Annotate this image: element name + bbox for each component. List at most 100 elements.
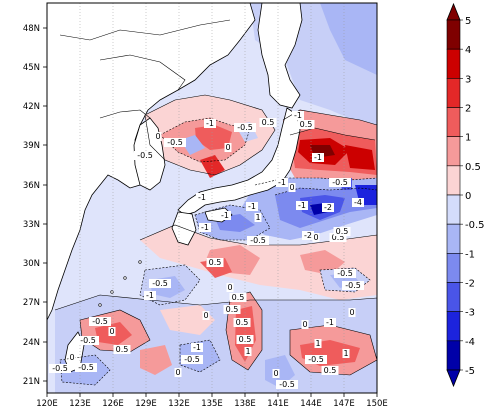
contour-label-bg bbox=[244, 347, 252, 356]
contour-label-bg bbox=[296, 201, 308, 210]
contour-label-group: -0.50-0.5-0.500.5-0.50-0.5-1 -0.500.5-10.… bbox=[49, 111, 364, 389]
contour-label: 0.5 bbox=[236, 318, 249, 327]
contour-label-bg bbox=[324, 318, 336, 327]
lat-tick-label: 33N bbox=[23, 220, 40, 230]
contour-label: 0 bbox=[302, 320, 307, 329]
colorbar-label: -3 bbox=[465, 308, 475, 319]
colorbar-label: -1 bbox=[465, 249, 475, 260]
contour-label-bg bbox=[229, 293, 247, 302]
contour-label-bg bbox=[224, 143, 232, 152]
contour-label-bg bbox=[236, 335, 254, 344]
colorbar-label: 4 bbox=[465, 45, 471, 56]
colorbar-label: -2 bbox=[465, 279, 475, 290]
colorbar-top-arrow bbox=[446, 2, 461, 21]
contour-label: 0.5 bbox=[116, 345, 129, 354]
contour-label: 0.5 bbox=[226, 305, 239, 314]
colorbar-label: 5 bbox=[465, 16, 471, 27]
contour-label: 0.5 bbox=[324, 366, 337, 375]
contour-label-bg bbox=[292, 111, 304, 120]
contour-label-bg bbox=[305, 355, 327, 364]
contour-label: -0.5 bbox=[337, 269, 353, 278]
colorbar-segment bbox=[446, 48, 461, 79]
contour-label: 0 bbox=[69, 353, 74, 362]
lon-tick-label: 129E bbox=[135, 399, 157, 408]
contour-label: -0.5 bbox=[92, 317, 108, 326]
contour-label-bg bbox=[234, 123, 256, 132]
contour-label: -0.5 bbox=[52, 364, 68, 373]
contour-label: 0 bbox=[273, 369, 278, 378]
lat-tick-label: 21N bbox=[23, 377, 40, 387]
contour-label-bg bbox=[204, 119, 216, 128]
contour-label-bg bbox=[302, 231, 314, 240]
contour-label-bg bbox=[149, 279, 171, 288]
contour-label-bg bbox=[174, 368, 182, 377]
colorbar: 5 4 3 2 1 0.5 0 -0.5 -1 -2 -3 -4 -5 bbox=[446, 2, 485, 388]
contour-label: 0 bbox=[155, 132, 160, 141]
contour-label-bg bbox=[329, 233, 347, 242]
contour-label: 1 bbox=[255, 213, 260, 222]
colorbar-segment bbox=[446, 253, 461, 283]
lon-tick-label: 126E bbox=[102, 399, 124, 408]
lat-tick-label: 45N bbox=[23, 63, 40, 73]
contour-label-bg bbox=[154, 132, 162, 141]
contour-label: -0.5 bbox=[167, 138, 183, 147]
colorbar-segment bbox=[446, 78, 461, 108]
contour-label: -1 bbox=[248, 202, 256, 211]
lon-tick-label: 144E bbox=[300, 399, 322, 408]
contour-label-bg bbox=[334, 269, 356, 278]
contour-label-bg bbox=[301, 320, 309, 329]
contour-label-bg bbox=[246, 202, 258, 211]
contour-label: -1 bbox=[193, 343, 201, 352]
gridlines bbox=[79, 3, 345, 393]
contour-label: -1 bbox=[298, 201, 306, 210]
colorbar-label: -5 bbox=[465, 366, 475, 377]
contour-label: -0.5 bbox=[184, 355, 200, 364]
contour-label: 0 bbox=[109, 327, 114, 336]
contour-label: -1 bbox=[278, 178, 286, 187]
contour-label-bg bbox=[77, 336, 99, 345]
contour-label-bg bbox=[329, 178, 351, 187]
colorbar-label: 1 bbox=[465, 133, 471, 144]
contour-label: -0.5 bbox=[78, 363, 94, 372]
contour-label: -2 bbox=[324, 203, 332, 212]
contour-label: -0.5 bbox=[137, 151, 153, 160]
contour-label-bg bbox=[49, 364, 71, 373]
contour-label: 0 bbox=[175, 368, 180, 377]
contour-label-bg bbox=[247, 236, 269, 245]
contour-label-bg bbox=[108, 327, 116, 336]
contour-label: -1 bbox=[146, 291, 154, 300]
lat-tick-label: 27N bbox=[23, 298, 40, 308]
contour-label: -1 bbox=[206, 119, 214, 128]
contour-label: 1 bbox=[245, 347, 250, 356]
contour-label: 0 bbox=[225, 143, 230, 152]
contour-label-bg bbox=[348, 308, 356, 317]
contour-label: -0.5 bbox=[250, 236, 266, 245]
contour-label-bg bbox=[333, 227, 351, 236]
colorbar-segment bbox=[446, 19, 461, 50]
colorbar-label: 0.5 bbox=[465, 162, 481, 173]
contour-label-bg bbox=[75, 363, 97, 372]
contour-label: 0.5 bbox=[262, 118, 275, 127]
contour-label-bg bbox=[226, 283, 234, 292]
contour-label: 0 bbox=[289, 183, 294, 192]
contour-label-bg bbox=[297, 120, 315, 129]
contour-label: -1 bbox=[294, 111, 302, 120]
latitude-axis: 48N 45N 42N 39N 36N 33N 30N 27N 24N 21N bbox=[23, 24, 47, 387]
contour-label-bg bbox=[314, 339, 322, 348]
contour-label: 1 bbox=[343, 349, 348, 358]
contour-label: 1 bbox=[315, 339, 320, 348]
contour-label-bg bbox=[164, 138, 186, 147]
contour-label-bg bbox=[144, 291, 156, 300]
contour-label-bg bbox=[321, 366, 339, 375]
contour-label-bg bbox=[181, 355, 203, 364]
lat-tick-label: 30N bbox=[23, 259, 40, 269]
contour-label: -2 bbox=[304, 231, 312, 240]
contour-label: 0 bbox=[203, 311, 208, 320]
lat-tick-label: 36N bbox=[23, 181, 40, 191]
colorbar-label: -4 bbox=[465, 337, 475, 348]
colorbar-bottom-arrow bbox=[446, 369, 461, 388]
colorbar-segment bbox=[446, 194, 461, 225]
contour-label-bg bbox=[312, 233, 320, 242]
colorbar-segment bbox=[446, 282, 461, 312]
